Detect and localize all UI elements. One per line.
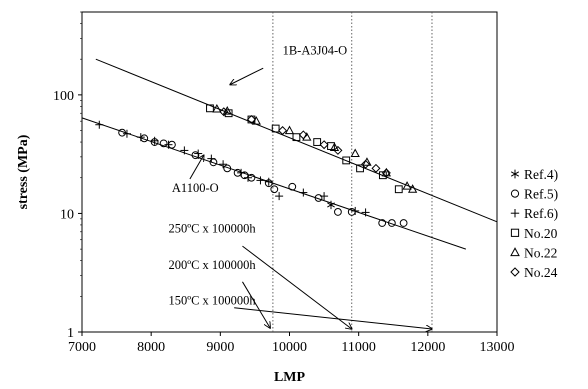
data-point-circle [378,219,387,227]
y-tick-label: 10 [60,207,74,222]
annotation-arrow [230,67,264,84]
data-point-diamond [381,168,391,178]
data-point-square [510,228,520,237]
data-point-triangle [510,247,520,257]
fit-line [81,117,467,250]
data-point-circle [314,194,323,202]
data-point-circle [118,128,127,137]
legend-item-label: Ref.6) [524,206,558,221]
data-point-diamond [246,114,256,124]
data-point-diamond [278,126,288,136]
data-point-plus [219,160,228,169]
y-tick-label: 100 [53,89,74,104]
data-point-diamond [510,267,520,277]
x-tick-label: 11000 [341,340,375,355]
data-point-plus [164,140,173,149]
data-point-plus [320,192,329,201]
data-point-circle [399,219,408,227]
annotation-arrow [242,245,351,329]
data-point-circle [223,164,232,173]
x-tick-label: 12000 [410,340,445,355]
data-point-plus [275,192,284,201]
data-point-square [271,124,280,133]
x-axis-label: LMP [274,370,306,385]
data-point-plus [264,177,273,186]
data-point-plus [136,133,145,142]
data-point-square [292,133,301,142]
annotation-label: 1B-A3J04-O [283,43,348,57]
data-point-triangle [350,148,360,158]
data-point-plus [244,173,252,182]
data-point-square [206,104,214,113]
legend-item-label: No.22 [524,245,557,260]
data-point-square [342,156,351,165]
annotation-label: 200ºC x 100000h [168,258,256,272]
data-point-plus [256,176,265,185]
data-point-diamond [371,163,381,173]
data-point-diamond [319,140,329,150]
x-tick-label: 7000 [68,340,96,355]
legend-item-label: Ref.5) [524,187,558,202]
data-point-plus [237,168,246,177]
data-point-plus [180,146,189,155]
data-point-asterisk [327,200,335,210]
data-point-triangle [362,157,372,166]
data-point-plus [150,136,159,145]
data-point-diamond [298,130,308,140]
data-point-square [356,164,364,173]
y-axis-label: stress (MPa) [16,134,31,209]
annotation-label: 150ºC x 100000h [168,294,256,308]
data-point-plus [351,206,360,215]
data-point-diamond [361,159,371,169]
annotation-arrow [234,307,432,329]
data-point-circle [510,189,520,198]
annotation-arrow [242,281,270,328]
x-tick-label: 9000 [206,340,234,355]
plot-frame [81,11,498,333]
data-point-diamond [333,145,343,155]
data-point-asterisk [510,169,520,179]
legend: Ref.4) Ref.5) Ref.6) No.20 No.22 No.24 [510,167,558,280]
data-point-triangle [222,106,232,115]
x-tick-label: 10000 [272,340,307,355]
y-tick-label: 1 [67,326,74,341]
data-point-plus [207,154,216,163]
data-point-circle [387,219,396,227]
annotation-label: 250ºC x 100000h [168,222,256,236]
data-point-triangle [402,181,412,190]
legend-item-label: Ref.4) [524,167,558,182]
data-point-plus [122,129,131,138]
data-point-square [394,185,403,194]
data-point-circle [270,185,279,194]
x-tick-label: 8000 [137,340,165,355]
data-point-triangle [212,103,222,113]
data-point-circle [288,182,297,191]
data-point-triangle [381,167,391,177]
data-point-plus [95,120,104,129]
legend-item-label: No.20 [524,226,558,241]
data-point-circle [159,139,168,148]
data-point-triangle [407,184,418,193]
data-point-plus [299,188,308,197]
x-tick-label: 13000 [480,340,515,355]
data-point-diamond [219,107,229,117]
annotation-label: A1100-O [172,181,219,195]
legend-item-label: No.24 [524,265,558,280]
data-point-square [313,138,322,146]
data-point-plus [361,208,370,217]
data-point-triangle [284,125,295,135]
data-point-plus [510,209,520,218]
data-point-circle [334,208,342,216]
annotation-arrow [189,155,204,180]
